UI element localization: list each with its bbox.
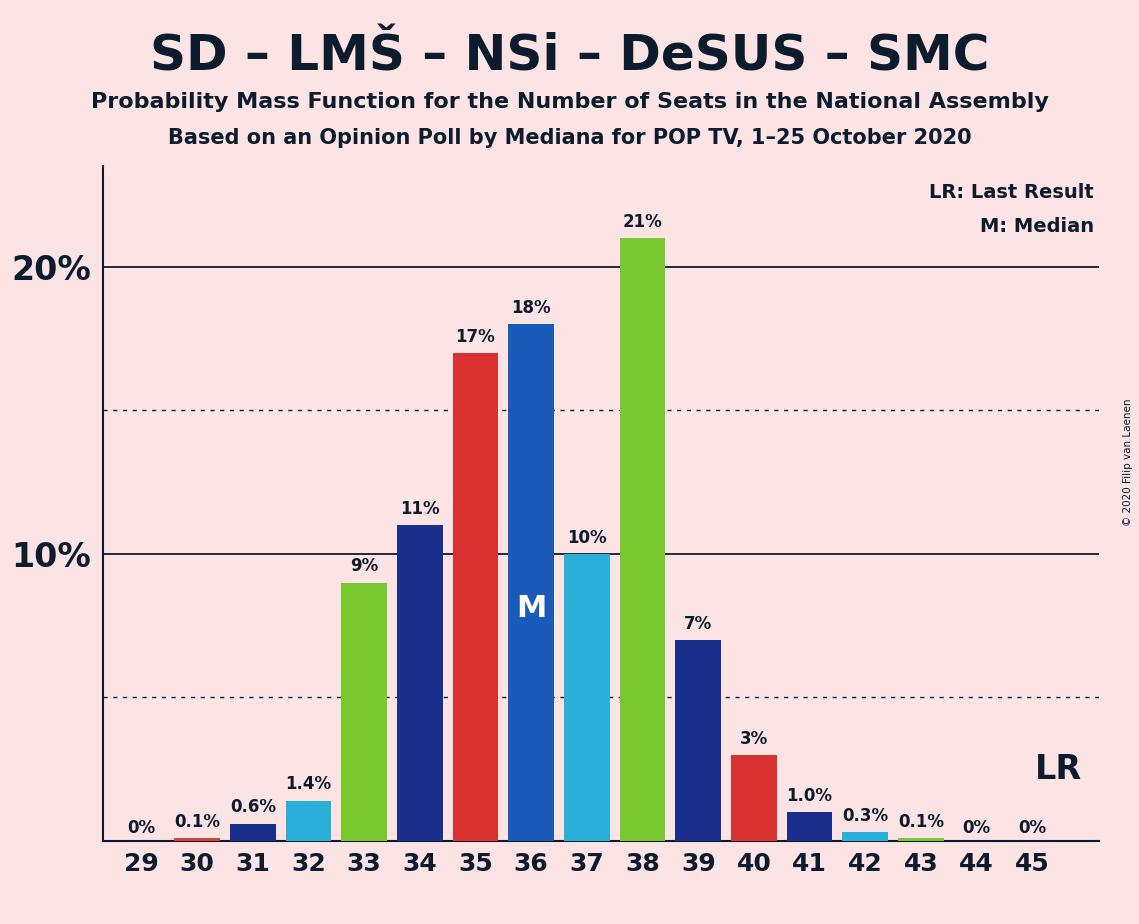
Text: Probability Mass Function for the Number of Seats in the National Assembly: Probability Mass Function for the Number… [91, 92, 1048, 113]
Text: 0%: 0% [128, 820, 156, 837]
Bar [675, 640, 721, 841]
Text: 0.3%: 0.3% [842, 807, 888, 825]
Bar [286, 801, 331, 841]
Text: 7%: 7% [685, 614, 712, 633]
Text: LR: Last Result: LR: Last Result [929, 183, 1095, 202]
Bar [899, 838, 944, 841]
Text: LR: LR [1035, 752, 1082, 785]
Bar [787, 812, 833, 841]
Text: 17%: 17% [456, 328, 495, 346]
Bar [342, 582, 387, 841]
Bar [174, 838, 220, 841]
Text: 0%: 0% [962, 820, 991, 837]
Bar [398, 525, 443, 841]
Bar [843, 833, 888, 841]
Text: M: Median: M: Median [980, 217, 1095, 236]
Text: 0%: 0% [1018, 820, 1047, 837]
Text: 1.4%: 1.4% [286, 775, 331, 794]
Bar [564, 553, 609, 841]
Text: M: M [516, 594, 547, 623]
Bar [508, 324, 554, 841]
Bar [230, 823, 276, 841]
Text: 21%: 21% [623, 213, 663, 231]
Text: Based on an Opinion Poll by Mediana for POP TV, 1–25 October 2020: Based on an Opinion Poll by Mediana for … [167, 128, 972, 148]
Text: 3%: 3% [740, 730, 768, 748]
Text: 1.0%: 1.0% [787, 787, 833, 805]
Bar [731, 755, 777, 841]
Text: SD – LMŠ – NSi – DeSUS – SMC: SD – LMŠ – NSi – DeSUS – SMC [149, 32, 990, 80]
Text: 10%: 10% [567, 529, 607, 547]
Text: 11%: 11% [400, 500, 440, 518]
Text: 9%: 9% [350, 557, 378, 576]
Text: © 2020 Filip van Laenen: © 2020 Filip van Laenen [1123, 398, 1132, 526]
Text: 0.1%: 0.1% [174, 813, 220, 831]
Text: 0.1%: 0.1% [898, 813, 944, 831]
Text: 18%: 18% [511, 299, 551, 317]
Text: 0.6%: 0.6% [230, 798, 276, 817]
Bar [452, 353, 499, 841]
Bar [620, 238, 665, 841]
